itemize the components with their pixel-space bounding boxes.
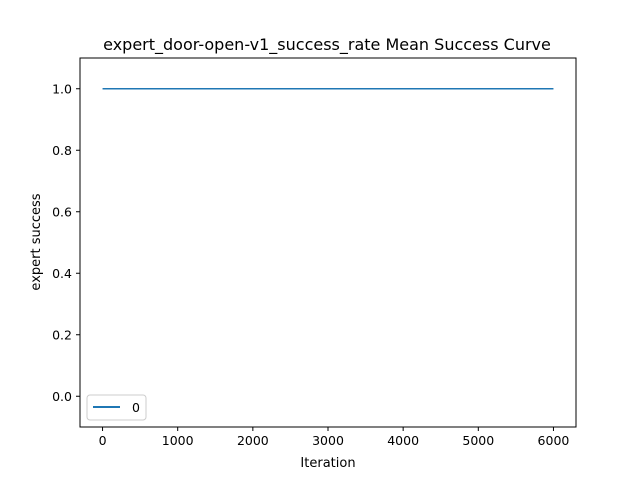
y-tick-label: 0.6 (52, 204, 72, 219)
y-tick-label: 1.0 (52, 81, 72, 96)
x-tick-label: 0 (99, 433, 107, 448)
x-tick-label: 2000 (237, 433, 269, 448)
y-axis-label: expert success (29, 193, 44, 290)
x-tick-label: 5000 (462, 433, 494, 448)
y-tick-label: 0.0 (52, 389, 72, 404)
x-tick-label: 4000 (387, 433, 419, 448)
y-tick-label: 0.8 (52, 143, 72, 158)
chart-title: expert_door-open-v1_success_rate Mean Su… (103, 35, 551, 55)
y-axis: 0.0 0.2 0.4 0.6 0.8 1.0 (52, 81, 80, 404)
x-tick-label: 3000 (312, 433, 344, 448)
y-tick-label: 0.4 (52, 266, 72, 281)
legend-label: 0 (132, 400, 140, 415)
plot-frame (79, 57, 577, 428)
y-tick-label: 0.2 (52, 327, 72, 342)
legend: 0 (86, 394, 147, 421)
x-axis-label: Iteration (300, 456, 355, 471)
plot-area (79, 57, 577, 428)
x-tick-label: 6000 (538, 433, 570, 448)
x-tick-label: 1000 (162, 433, 194, 448)
x-axis: 0 1000 2000 3000 4000 5000 6000 (99, 427, 570, 448)
